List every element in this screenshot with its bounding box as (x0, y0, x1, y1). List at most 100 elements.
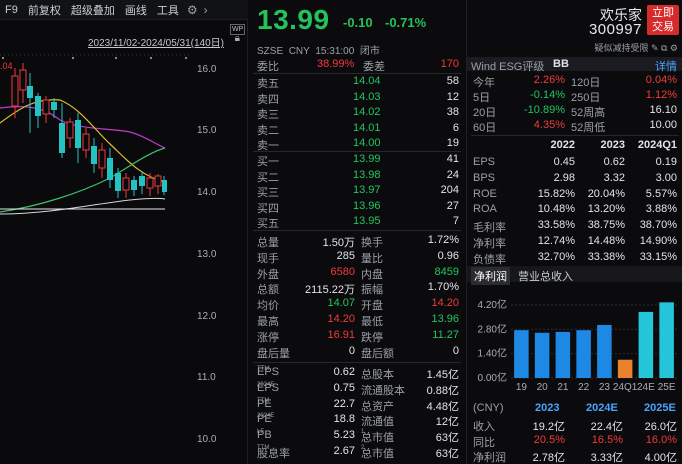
year-header: 2024Q1 (637, 139, 677, 151)
financial-chart-tabs: 净利润 营业总收入 (467, 266, 682, 285)
y-tick-label: 2.80亿 (478, 322, 507, 335)
stat-value: 0 (452, 344, 459, 357)
adjust-button[interactable]: 前复权 (27, 4, 61, 17)
stock-tools-row[interactable]: 疑似减持受限 ✎ ⧉ ⚙ (594, 43, 678, 53)
trade-button-line1: 立即 (652, 7, 674, 19)
ask-row: 卖三 14.02 38 (249, 106, 465, 122)
price-change-percent: -0.71% (385, 15, 427, 30)
fundamental-label: PB LF (257, 429, 272, 441)
fundamental-name: 总资产 (361, 400, 394, 413)
level-volume: 27 (446, 199, 459, 212)
stat-value: 1.70% (427, 281, 459, 294)
fundamental-value: 5.23 (333, 429, 355, 442)
level-label: 卖一 (257, 140, 279, 153)
tab-total-revenue[interactable]: 营业总收入 (518, 271, 573, 283)
y-tick-label: 10.0 (197, 434, 217, 445)
draw-line-button[interactable]: 画线 (124, 4, 147, 17)
fundamental-name: PE (257, 397, 272, 410)
revenue-bar[interactable] (576, 330, 591, 378)
level-label: 买一 (257, 156, 279, 168)
date-range-label[interactable]: 2023/11/02-2024/05/31(140日) (87, 38, 224, 49)
revenue-bar[interactable] (534, 332, 550, 378)
stat-value: 8459 (434, 265, 459, 278)
performance-row: 20日 -10.89% 52周高 16.10 (467, 104, 682, 119)
fundamental-value: 12亿 (435, 416, 459, 429)
level-label: 买二 (257, 171, 279, 184)
ratio-value: 10.48% (537, 203, 575, 216)
fundamental-suffix: TTM (257, 366, 270, 372)
revenue-bar[interactable] (659, 302, 674, 378)
revenue-bar[interactable] (617, 359, 633, 378)
stat-row: 现手 285 量比 0.96 (249, 250, 465, 266)
ratio-value: 3.88% (645, 203, 677, 216)
stat-value: 11.27 (432, 328, 459, 341)
divider (253, 230, 461, 231)
stat-label: 涨停 (257, 331, 279, 344)
revenue-bar[interactable] (514, 330, 529, 378)
level-price: 13.99 (353, 153, 381, 165)
last-price: 13.99 (257, 4, 330, 35)
stat-label: 最高 (257, 316, 279, 328)
kline-chart-panel[interactable]: F9 前复权 超级叠加 画线 工具 ⚙ › WP 2023/11/02-2024… (0, 0, 248, 464)
level-volume: 6 (452, 121, 459, 134)
ma-magenta-line (0, 106, 166, 149)
fundamental-label: 总市值 2 (361, 445, 394, 460)
y-tick-label: 12.0 (197, 311, 217, 322)
x-tick-label: 24Q1 (613, 382, 638, 393)
trade-now-button[interactable]: 立即 交易 (647, 5, 679, 35)
stock-name: 欢乐家 (600, 7, 642, 23)
ratio-row: 净利率 12.74% 14.48% 14.90% (467, 235, 682, 250)
level-volume: 12 (446, 90, 459, 103)
more-arrow-icon[interactable]: › (203, 2, 208, 17)
period-value: 16.10 (649, 104, 677, 116)
ratio-value: 13.20% (587, 203, 625, 216)
fundamental-suffix: TTM (257, 445, 270, 451)
esg-rating: BB (553, 58, 569, 70)
level-price: 14.00 (353, 137, 381, 150)
ask-row: 卖一 14.00 19 (249, 137, 465, 153)
fundamental-name: 流通股本 (361, 384, 405, 397)
wp-icon[interactable]: WP (230, 24, 246, 35)
forecast-value: 22.4亿 (590, 421, 623, 433)
ratio-value: 3.32 (603, 171, 625, 184)
x-tick-label: 20 (537, 382, 549, 393)
stat-row: 外盘 6580 内盘 8459 (249, 266, 465, 282)
fundamental-name: 总市值 (361, 432, 394, 445)
revenue-bar[interactable] (638, 311, 654, 378)
esg-detail-link[interactable]: 详情 (655, 61, 677, 73)
tab-net-profit[interactable]: 净利润 (471, 267, 510, 285)
year-header: 2023 (535, 402, 560, 414)
bid-row: 买二 13.98 24 (249, 169, 465, 185)
ratio-label: 负债率 (473, 253, 506, 266)
range-markers (2, 57, 187, 59)
date-range-row: 2023/11/02-2024/05/31(140日) 🔒︎ (0, 33, 248, 49)
fundamental-row: PE TTM 22.7 总资产 4.48亿 (249, 398, 465, 414)
level-volume: 41 (446, 153, 459, 165)
revenue-bar-chart: 4.20亿 2.80亿 1.40亿 0.00亿 19 20 21 22 23 24Q1 24E 25E (478, 298, 677, 393)
level-price: 13.96 (353, 199, 381, 212)
ratio-value: 32.70% (537, 250, 575, 263)
y-tick-label: 13.0 (197, 249, 217, 260)
ma-yellow-line (0, 99, 166, 183)
ask-row: 卖四 14.03 12 (249, 91, 465, 107)
fundamental-row: EPS TTM 0.62 总股本 1.45亿 (249, 366, 465, 382)
x-tick-label: 19 (516, 382, 528, 393)
lock-icon[interactable]: 🔒︎ (234, 33, 240, 44)
y-tick-label: 0.00亿 (478, 371, 507, 384)
ratios-header: 2022 2023 2024Q1 (467, 139, 682, 153)
f9-button[interactable]: F9 (5, 3, 18, 16)
revenue-bar[interactable] (597, 324, 612, 378)
y-tick-label: 16.0 (197, 64, 217, 75)
settings-icon[interactable]: ⚙ (186, 2, 198, 17)
revenue-bar[interactable] (555, 331, 571, 378)
fundamental-suffix: LF (257, 429, 265, 436)
tools-button[interactable]: 工具 (156, 4, 179, 17)
order-ratio-row: 委比 38.99% 委差 170 (249, 58, 465, 74)
overlay-button[interactable]: 超级叠加 (70, 4, 115, 17)
candlestick-chart[interactable]: .04 (0, 48, 248, 464)
market-status: 闭市 (359, 46, 380, 57)
forecast-value: 3.33亿 (590, 452, 623, 464)
level-price: 14.04 (353, 75, 381, 87)
fundamental-value: 18.8 (333, 413, 355, 426)
x-tick-label: 22 (578, 382, 590, 393)
